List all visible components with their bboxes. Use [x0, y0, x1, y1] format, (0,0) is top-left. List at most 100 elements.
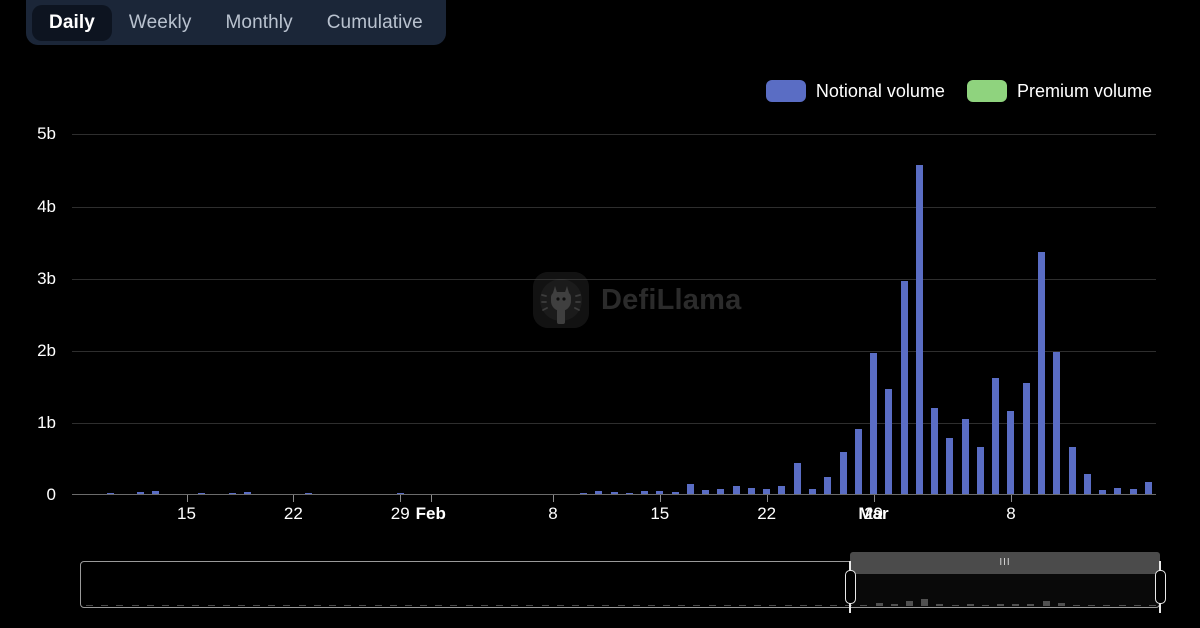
x-axis-tick — [766, 495, 768, 502]
bar[interactable] — [305, 492, 313, 495]
bar[interactable] — [885, 389, 893, 495]
x-axis-tick — [430, 495, 432, 502]
range-slider-minibar — [511, 605, 519, 606]
range-slider[interactable]: III — [80, 552, 1166, 613]
x-axis-tick-label: 8 — [548, 504, 558, 523]
bar[interactable] — [106, 492, 114, 495]
bar[interactable] — [839, 451, 847, 495]
bar[interactable] — [946, 438, 954, 495]
range-slider-right-handle[interactable] — [1154, 570, 1166, 604]
bar[interactable] — [1099, 489, 1107, 495]
bar[interactable] — [992, 378, 1000, 495]
bar[interactable] — [137, 492, 145, 495]
bar[interactable] — [1114, 487, 1122, 495]
bar[interactable] — [198, 492, 206, 495]
range-slider-minibar — [830, 605, 838, 606]
bar[interactable] — [961, 418, 969, 495]
range-slider-minibar — [678, 605, 686, 606]
range-slider-minibar — [1012, 604, 1020, 606]
bar[interactable] — [686, 484, 694, 495]
tab-monthly[interactable]: Monthly — [225, 11, 293, 33]
bar[interactable] — [1144, 482, 1152, 495]
bar[interactable] — [1022, 383, 1030, 495]
range-slider-bar[interactable]: III — [850, 552, 1160, 574]
bar[interactable] — [747, 487, 755, 495]
range-slider-minibar — [647, 605, 655, 606]
bar[interactable] — [824, 476, 832, 495]
x-axis-tick-label: 22 — [757, 504, 777, 523]
x-axis-labels: 15 22 29 Feb 8 15 22 29 Mar 8 — [72, 495, 1156, 535]
range-slider-grip-icon[interactable]: III — [999, 557, 1011, 568]
plot-area[interactable] — [72, 120, 1156, 495]
x-axis-tick-label: 29 — [864, 504, 884, 523]
range-slider-minibar — [905, 601, 913, 606]
bar-series[interactable] — [72, 120, 1156, 495]
range-slider-minibar — [1057, 602, 1065, 606]
bar[interactable] — [625, 492, 633, 495]
range-slider-minibar — [754, 605, 762, 606]
bar[interactable] — [702, 489, 710, 495]
bar[interactable] — [579, 492, 587, 495]
range-slider-minibar — [146, 605, 154, 606]
bar[interactable] — [1068, 447, 1076, 495]
range-slider-minibar — [526, 605, 534, 606]
tab-daily[interactable]: Daily — [32, 4, 112, 41]
y-axis-tick-label: 5b — [37, 124, 56, 144]
bar[interactable] — [717, 488, 725, 495]
range-slider-minibar — [602, 605, 610, 606]
range-slider-minibar — [329, 605, 337, 606]
bar[interactable] — [152, 491, 160, 495]
range-slider-minibar — [875, 602, 883, 606]
bar[interactable] — [854, 428, 862, 495]
bar[interactable] — [808, 489, 816, 495]
bar[interactable] — [610, 492, 618, 495]
x-axis-tick-label: Mar — [858, 504, 889, 523]
range-slider-minibar — [1088, 605, 1096, 606]
range-slider-left-handle[interactable] — [844, 570, 856, 604]
x-axis-tick — [293, 495, 295, 502]
bar[interactable] — [976, 447, 984, 495]
bar[interactable] — [900, 280, 908, 495]
gridline — [72, 134, 1156, 136]
tab-cumulative[interactable]: Cumulative — [326, 11, 423, 33]
bar[interactable] — [1083, 474, 1091, 495]
legend-item-premium[interactable]: Premium volume — [966, 80, 1152, 102]
bar[interactable] — [778, 485, 786, 495]
range-slider-minibar — [738, 605, 746, 606]
x-axis-tick-label: Feb — [415, 504, 446, 523]
range-slider-minibar — [389, 605, 397, 606]
bar[interactable] — [1053, 352, 1061, 495]
x-axis-tick — [552, 495, 554, 502]
bar[interactable] — [732, 486, 740, 495]
bar[interactable] — [228, 492, 236, 495]
tab-weekly[interactable]: Weekly — [128, 11, 192, 33]
bar[interactable] — [931, 407, 939, 495]
bar[interactable] — [244, 492, 252, 495]
bar[interactable] — [595, 491, 603, 495]
bar[interactable] — [396, 492, 404, 495]
legend-item-notional[interactable]: Notional volume — [765, 80, 945, 102]
bar[interactable] — [1037, 251, 1045, 495]
gridline — [72, 350, 1156, 352]
range-slider-minibar — [162, 605, 169, 606]
range-slider-minibar — [268, 605, 276, 606]
x-axis-tick-label: 15 — [650, 504, 670, 523]
bar[interactable] — [1007, 410, 1015, 495]
range-slider-minibar — [404, 605, 412, 606]
range-slider-minibar — [496, 605, 504, 606]
range-slider-minibar — [131, 605, 139, 606]
bar[interactable] — [763, 488, 771, 495]
x-axis-tick-label: 29 — [390, 504, 410, 523]
bar[interactable] — [671, 492, 679, 495]
range-slider-minibar — [374, 605, 382, 606]
bar[interactable] — [870, 352, 878, 495]
bar[interactable] — [656, 491, 664, 495]
gridline — [72, 206, 1156, 208]
range-slider-minibar — [480, 605, 488, 606]
range-slider-minibar — [86, 605, 94, 606]
range-slider-minibar — [101, 605, 109, 606]
bar[interactable] — [915, 165, 923, 495]
bar[interactable] — [641, 490, 649, 495]
bar[interactable] — [1129, 488, 1137, 495]
bar[interactable] — [793, 463, 801, 495]
